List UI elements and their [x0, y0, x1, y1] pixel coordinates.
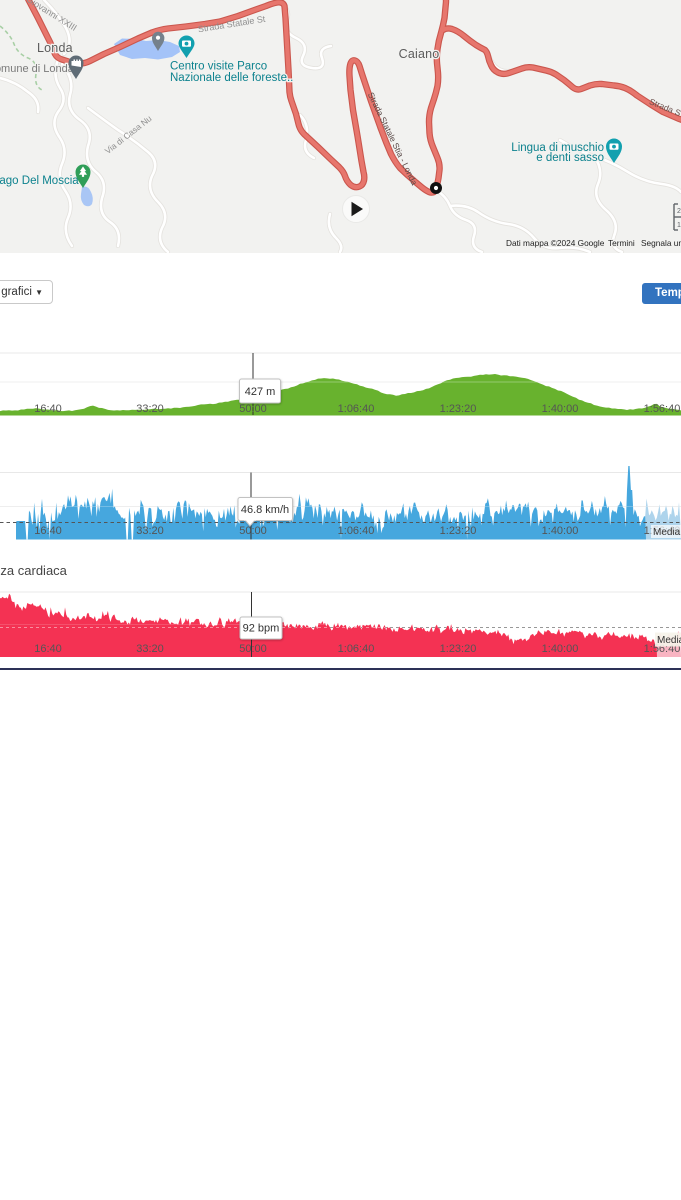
svg-text:33:20: 33:20: [136, 525, 164, 537]
svg-text:Centro visite Parco: Centro visite Parco: [170, 61, 267, 73]
svg-text:1:40:00: 1:40:00: [542, 525, 579, 537]
svg-text:16:40: 16:40: [34, 643, 62, 655]
svg-text:1:40:00: 1:40:00: [542, 643, 579, 655]
svg-text:Comune di Londa: Comune di Londa: [0, 63, 75, 75]
svg-text:Termini: Termini: [608, 238, 635, 248]
svg-text:92 bpm: 92 bpm: [243, 623, 280, 635]
svg-text:Media:: Media:: [653, 527, 681, 538]
svg-text:46.8 km/h: 46.8 km/h: [241, 504, 289, 516]
svg-text:16:40: 16:40: [34, 525, 62, 537]
svg-text:Nazionale delle foreste..: Nazionale delle foreste..: [170, 72, 293, 84]
svg-text:Lago Del Moscia: Lago Del Moscia: [0, 175, 79, 187]
svg-text:2: 2: [677, 208, 681, 215]
svg-text:33:20: 33:20: [136, 403, 164, 415]
svg-text:Dati mappa ©2024 Google: Dati mappa ©2024 Google: [506, 238, 605, 248]
svg-text:16:40: 16:40: [34, 403, 62, 415]
svg-text:Media: Media: [657, 635, 681, 646]
svg-text:e denti sasso: e denti sasso: [536, 152, 604, 164]
svg-text:50:00: 50:00: [239, 643, 267, 655]
svg-text:Lingua di muschio: Lingua di muschio: [511, 142, 604, 154]
svg-text:50:00: 50:00: [239, 525, 267, 537]
svg-text:1: 1: [677, 222, 681, 229]
svg-text:Segnala un: Segnala un: [641, 238, 681, 248]
svg-text:1:06:40: 1:06:40: [338, 643, 375, 655]
svg-text:427 m: 427 m: [245, 386, 276, 398]
svg-text:Frequenza cardiaca: Frequenza cardiaca: [0, 563, 68, 578]
svg-text:1:23:20: 1:23:20: [440, 643, 477, 655]
svg-text:1:23:20: 1:23:20: [440, 525, 477, 537]
svg-text:1:06:40: 1:06:40: [338, 403, 375, 415]
svg-text:1:56:40: 1:56:40: [644, 403, 681, 415]
svg-text:1:40:00: 1:40:00: [542, 403, 579, 415]
svg-text:1:23:20: 1:23:20: [440, 403, 477, 415]
svg-text:Caiano: Caiano: [399, 47, 440, 61]
svg-text:Londa: Londa: [37, 41, 73, 55]
svg-text:1:06:40: 1:06:40: [338, 525, 375, 537]
svg-text:33:20: 33:20: [136, 643, 164, 655]
svg-text:50:00: 50:00: [239, 403, 267, 415]
